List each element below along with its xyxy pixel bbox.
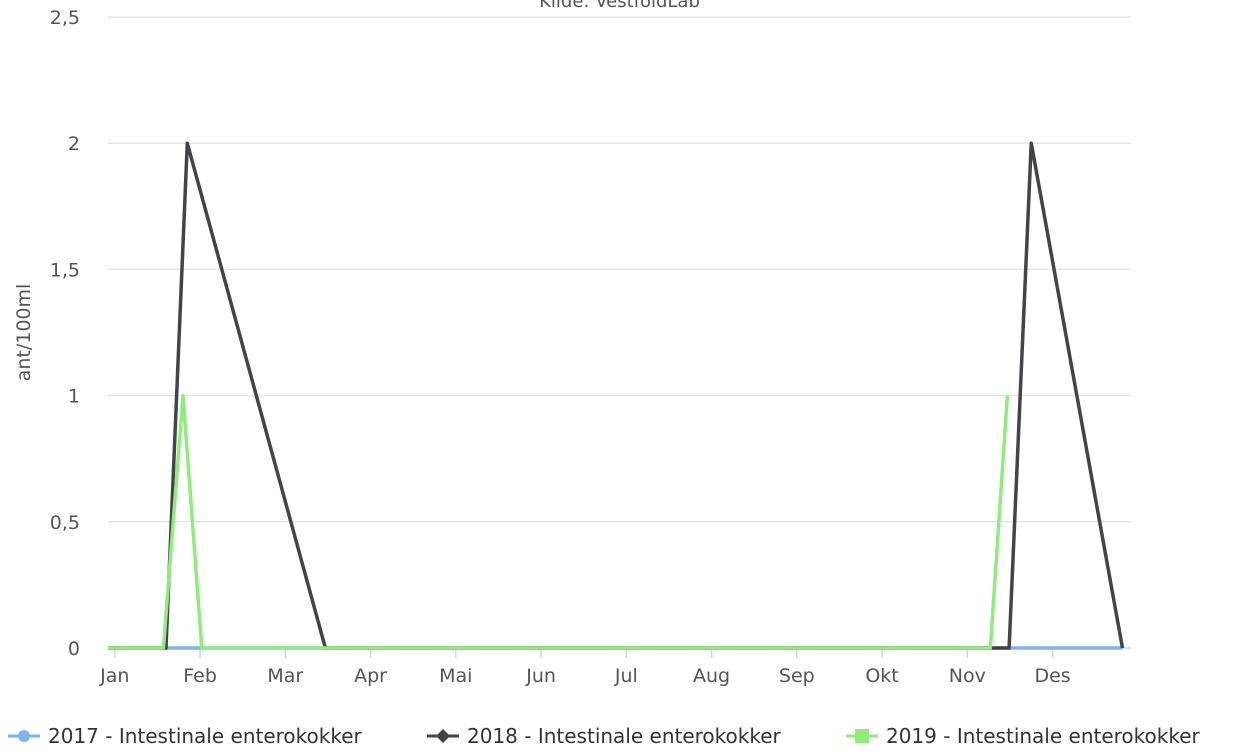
x-tick-label: Sep xyxy=(779,665,815,687)
legend-item-2019[interactable]: 2019 - Intestinale enterokokker xyxy=(846,724,1200,748)
x-tick-label: Mai xyxy=(439,665,472,687)
legend-label-2017: 2017 - Intestinale enterokokker xyxy=(48,724,362,748)
y-tick-label: 0,5 xyxy=(50,512,80,534)
series-line-2[interactable] xyxy=(108,393,1010,650)
y-axis-ticks: 0 0,5 1 1,5 2 2,5 xyxy=(50,7,80,660)
x-tick-label: Nov xyxy=(949,665,986,687)
legend-square-icon xyxy=(846,729,878,743)
x-tick-label: Okt xyxy=(865,665,898,687)
x-tick-label: Aug xyxy=(693,665,730,687)
x-tick-label: Des xyxy=(1034,665,1070,687)
legend-item-2018[interactable]: 2018 - Intestinale enterokokker xyxy=(427,724,781,748)
legend-item-2017[interactable]: 2017 - Intestinale enterokokker xyxy=(8,724,362,748)
series-lines xyxy=(108,141,1125,650)
x-tick-label: Mar xyxy=(267,665,303,687)
x-tick-label: Jun xyxy=(525,665,556,687)
legend-diamond-icon xyxy=(427,729,459,743)
y-tick-label: 1 xyxy=(68,386,80,408)
x-axis-ticks: Jan Feb Mar Apr Mai Jun Jul Aug Sep Okt Nov Des xyxy=(99,648,1071,687)
grid-lines xyxy=(108,16,1131,523)
x-tick-label: Feb xyxy=(183,665,217,687)
y-tick-label: 2,5 xyxy=(50,7,80,29)
y-tick-label: 2 xyxy=(68,133,80,155)
x-tick-label: Jul xyxy=(614,665,638,687)
line-chart: 0 0,5 1 1,5 2 2,5 Jan Feb Mar Apr Mai Jun Jul Aug Sep… xyxy=(13,7,1131,687)
legend-circle-icon xyxy=(8,730,40,742)
y-tick-label: 1,5 xyxy=(50,259,80,281)
legend-label-2019: 2019 - Intestinale enterokokker xyxy=(886,724,1200,748)
x-tick-label: Apr xyxy=(354,665,387,687)
y-axis-label: ant/100ml xyxy=(13,284,35,382)
x-tick-label: Jan xyxy=(99,665,129,687)
legend-label-2018: 2018 - Intestinale enterokokker xyxy=(467,724,781,748)
legend: 2017 - Intestinale enterokokker 2018 - I… xyxy=(0,724,1239,751)
chart-subtitle: Kilde: VestfoldLab xyxy=(539,0,700,12)
y-tick-label: 0 xyxy=(68,638,80,660)
